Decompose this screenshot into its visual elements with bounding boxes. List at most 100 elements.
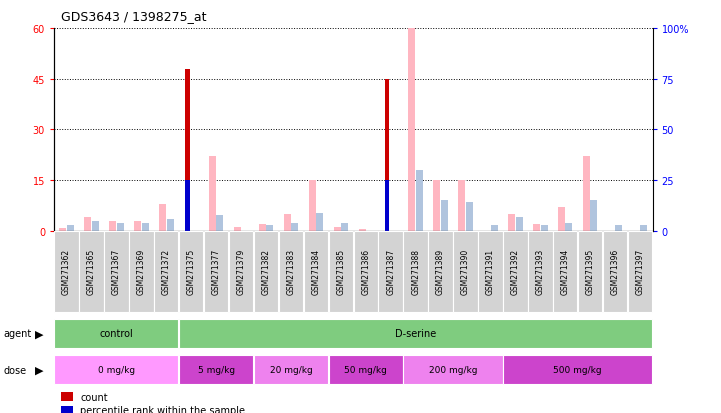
Bar (259, 225, 266, 231)
Text: percentile rank within the sample: percentile rank within the sample (80, 405, 245, 413)
Bar (341, 223, 348, 231)
Bar (109, 221, 116, 231)
Text: GSM271394: GSM271394 (561, 249, 570, 294)
Bar (67, 225, 74, 231)
Bar (329, 356, 403, 384)
Bar (503, 231, 528, 312)
Bar (454, 231, 478, 312)
Bar (416, 171, 423, 231)
Bar (291, 223, 298, 231)
Bar (528, 231, 552, 312)
Bar (154, 231, 179, 312)
Text: GSM271362: GSM271362 (62, 249, 71, 294)
Bar (304, 231, 328, 312)
Text: GSM271390: GSM271390 (461, 249, 470, 294)
Bar (565, 223, 572, 231)
Bar (358, 230, 366, 231)
Bar (92, 221, 99, 231)
Text: 5 mg/kg: 5 mg/kg (198, 366, 235, 374)
Bar (209, 157, 216, 231)
Text: GSM271375: GSM271375 (187, 249, 195, 294)
Text: GSM271367: GSM271367 (112, 249, 121, 294)
Bar (553, 231, 578, 312)
Bar (615, 225, 622, 231)
Text: GSM271393: GSM271393 (536, 249, 545, 294)
Bar (428, 231, 453, 312)
Bar (105, 231, 128, 312)
Text: 50 mg/kg: 50 mg/kg (345, 366, 387, 374)
Text: GSM271385: GSM271385 (336, 249, 345, 294)
Bar (503, 356, 653, 384)
Bar (129, 231, 154, 312)
Bar (404, 356, 503, 384)
Bar (508, 214, 515, 231)
Text: GSM271379: GSM271379 (236, 249, 246, 294)
Text: GSM271386: GSM271386 (361, 249, 371, 294)
Bar (533, 225, 540, 231)
Bar (578, 231, 602, 312)
Text: GSM271389: GSM271389 (436, 249, 445, 294)
Text: GSM271396: GSM271396 (611, 249, 619, 294)
Bar (179, 319, 653, 348)
Bar (229, 231, 253, 312)
Bar (266, 225, 273, 231)
Text: dose: dose (4, 365, 27, 375)
Text: GSM271387: GSM271387 (386, 249, 395, 294)
Text: GSM271395: GSM271395 (585, 249, 595, 294)
Bar (628, 231, 653, 312)
Bar (54, 319, 179, 348)
Bar (54, 231, 79, 312)
Text: GSM271392: GSM271392 (511, 249, 520, 294)
Bar (316, 213, 323, 231)
Bar (558, 208, 565, 231)
Text: control: control (99, 328, 133, 339)
Text: D-serine: D-serine (395, 328, 436, 339)
Text: 0 mg/kg: 0 mg/kg (98, 366, 135, 374)
Bar (204, 231, 229, 312)
Bar (590, 201, 598, 231)
Bar (441, 201, 448, 231)
Text: agent: agent (4, 328, 32, 339)
Bar (279, 231, 303, 312)
Bar (234, 228, 241, 231)
Text: 200 mg/kg: 200 mg/kg (429, 366, 477, 374)
Text: GSM271377: GSM271377 (212, 249, 221, 294)
Bar (404, 231, 428, 312)
Bar (583, 157, 590, 231)
Bar (254, 356, 328, 384)
Text: 20 mg/kg: 20 mg/kg (270, 366, 312, 374)
Bar (459, 180, 465, 231)
Bar (541, 225, 547, 231)
Bar (134, 221, 141, 231)
Bar (385, 79, 389, 231)
Bar (254, 231, 278, 312)
Bar (478, 231, 503, 312)
Bar (117, 223, 123, 231)
Text: GSM271384: GSM271384 (311, 249, 320, 294)
Bar (141, 223, 149, 231)
Text: GSM271372: GSM271372 (162, 249, 171, 294)
Bar (353, 231, 378, 312)
Bar (408, 29, 415, 231)
Bar (159, 204, 166, 231)
Text: GDS3643 / 1398275_at: GDS3643 / 1398275_at (61, 10, 207, 23)
Bar (603, 231, 627, 312)
Text: GSM271365: GSM271365 (87, 249, 96, 294)
Text: 500 mg/kg: 500 mg/kg (554, 366, 602, 374)
Bar (433, 180, 441, 231)
Text: GSM271397: GSM271397 (635, 249, 645, 294)
Text: GSM271388: GSM271388 (411, 249, 420, 294)
Bar (179, 356, 253, 384)
Bar (179, 231, 203, 312)
Bar (516, 217, 523, 231)
Bar (79, 231, 104, 312)
Bar (385, 180, 389, 231)
Bar (329, 231, 353, 312)
Text: GSM271383: GSM271383 (286, 249, 296, 294)
Bar (640, 225, 647, 231)
Bar (185, 69, 190, 231)
Text: count: count (80, 392, 107, 402)
Bar (54, 356, 179, 384)
Bar (167, 219, 174, 231)
Bar (466, 203, 473, 231)
